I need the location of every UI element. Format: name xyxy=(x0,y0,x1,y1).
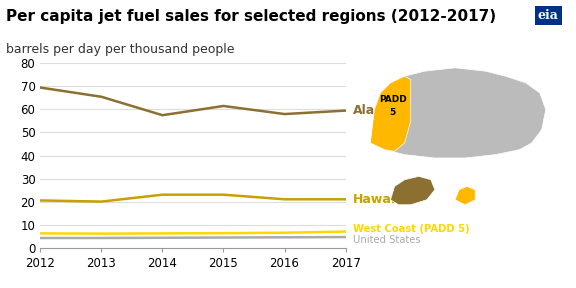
Text: PADD: PADD xyxy=(378,95,407,104)
Text: West Coast (PADD 5): West Coast (PADD 5) xyxy=(353,224,469,234)
Text: Alaska: Alaska xyxy=(353,104,399,117)
Text: 5: 5 xyxy=(389,108,396,118)
Text: barrels per day per thousand people: barrels per day per thousand people xyxy=(6,43,234,56)
Text: Per capita jet fuel sales for selected regions (2012-2017): Per capita jet fuel sales for selected r… xyxy=(6,9,496,24)
Text: eia: eia xyxy=(538,9,559,22)
Polygon shape xyxy=(455,186,475,205)
Polygon shape xyxy=(370,68,545,158)
Text: United States: United States xyxy=(353,235,420,245)
Polygon shape xyxy=(370,76,411,151)
Polygon shape xyxy=(391,176,435,205)
Text: Hawaii: Hawaii xyxy=(353,193,400,206)
